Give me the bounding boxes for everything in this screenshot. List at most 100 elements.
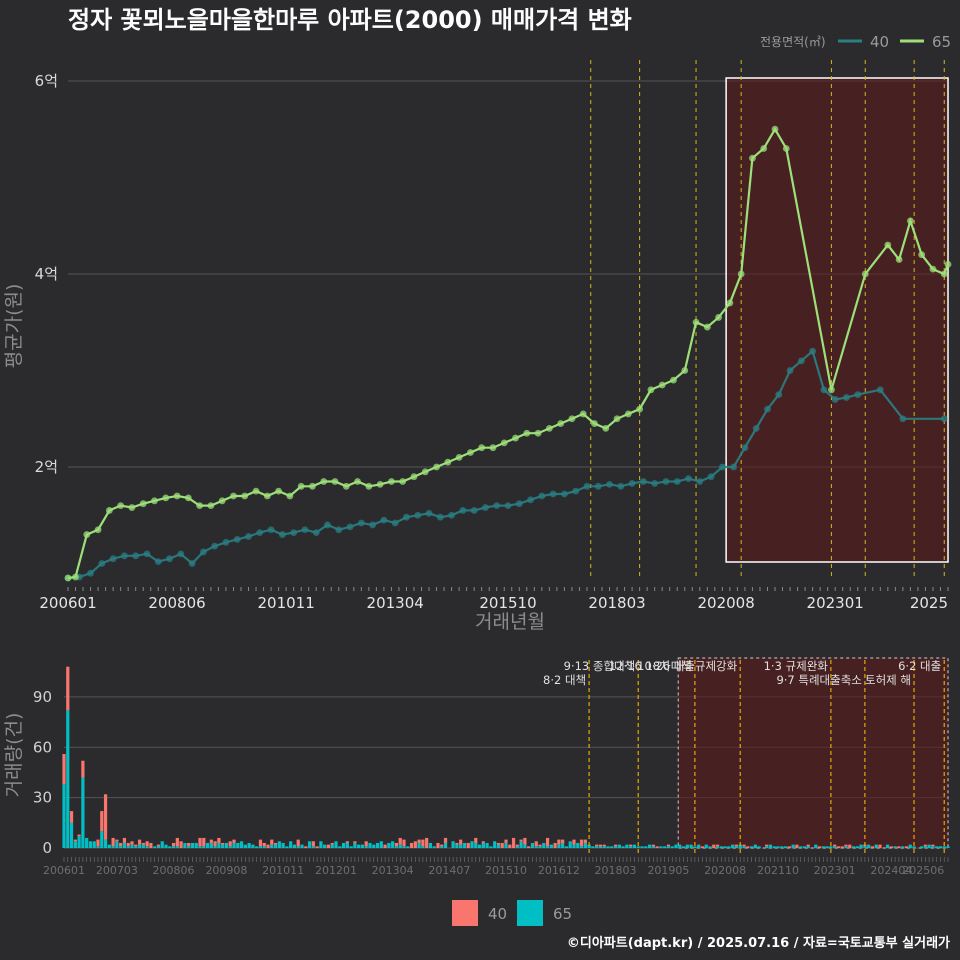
volume-bar-65 — [749, 846, 754, 848]
series-point-65 — [128, 504, 136, 511]
volume-bar-65 — [919, 846, 924, 848]
series-point-40 — [470, 507, 478, 514]
volume-bar-40 — [103, 794, 108, 840]
volume-x-tick: 200703 — [96, 864, 138, 877]
volume-bar-40 — [398, 837, 402, 845]
volume-bar-40 — [602, 844, 606, 847]
series-point-40 — [651, 480, 659, 487]
volume-bar-65 — [621, 846, 625, 848]
volume-bar-40 — [500, 842, 504, 848]
volume-bar-40 — [523, 837, 527, 845]
series-point-65 — [151, 497, 158, 505]
volume-bar-65 — [145, 846, 149, 848]
series-point-65 — [433, 463, 440, 471]
volume-bar-65 — [262, 846, 266, 848]
volume-bar-40 — [572, 839, 576, 845]
volume-bar-40 — [795, 844, 799, 848]
volume-bar-65 — [829, 846, 833, 848]
volume-bar-65 — [542, 842, 546, 848]
volume-y-ticks: 0 30 60 90 — [33, 688, 52, 857]
volume-bar-65 — [239, 841, 244, 848]
price-x-tick: 201304 — [367, 594, 424, 612]
volume-bar-40 — [931, 844, 935, 847]
volume-bar-40 — [81, 760, 85, 778]
volume-bar-65 — [885, 844, 890, 848]
volume-x-tick: 201011 — [262, 864, 304, 877]
volume-bar-40 — [115, 839, 119, 842]
volume-bar-65 — [806, 846, 810, 848]
volume-bar-65 — [538, 846, 542, 848]
volume-bar-65 — [398, 844, 402, 848]
series-point-40 — [775, 391, 783, 399]
policy-label: 8·2 대책 — [543, 673, 586, 687]
volume-bar-65 — [228, 846, 232, 848]
series-point-40 — [493, 502, 501, 510]
series-point-65 — [591, 420, 598, 427]
volume-bar-40 — [613, 844, 618, 847]
volume-bar-40 — [66, 666, 70, 711]
volume-bar-65 — [833, 846, 837, 848]
volume-bar-65 — [62, 784, 66, 848]
volume-bar-40 — [511, 837, 516, 848]
price-y-tick: 6억 — [35, 72, 58, 90]
volume-bar-40 — [598, 844, 603, 847]
series-point-40 — [369, 521, 377, 529]
volume-legend-swatch-40 — [452, 900, 478, 926]
volume-bar-40 — [897, 846, 901, 848]
volume-bar-65 — [85, 837, 89, 848]
volume-bar-40 — [217, 837, 221, 843]
volume-bar-40 — [353, 841, 357, 843]
volume-bar-65 — [258, 846, 263, 848]
volume-bar-40 — [848, 844, 852, 848]
policy-label: 12·16 18차대책 — [609, 659, 692, 673]
volume-bar-40 — [62, 754, 66, 785]
series-point-65 — [737, 270, 745, 278]
series-point-40 — [459, 507, 467, 514]
series-point-65 — [218, 497, 226, 505]
volume-bar-65 — [281, 842, 285, 848]
volume-bar-65 — [844, 846, 848, 848]
volume-bar-40 — [651, 844, 655, 847]
volume-bar-65 — [727, 846, 731, 848]
series-point-40 — [786, 367, 794, 374]
volume-bar-40 — [583, 839, 587, 843]
series-point-40 — [628, 480, 636, 487]
series-point-65 — [320, 478, 328, 485]
volume-bar-65 — [96, 846, 100, 848]
series-point-40 — [752, 425, 760, 432]
volume-bar-40 — [425, 837, 429, 848]
volume-bar-65 — [69, 822, 74, 848]
volume-bar-65 — [81, 777, 85, 848]
volume-bar-40 — [870, 846, 875, 848]
series-point-40 — [143, 550, 151, 558]
series-point-65 — [828, 386, 835, 394]
volume-bar-65 — [451, 841, 455, 848]
volume-bar-65 — [723, 846, 727, 848]
series-point-65 — [579, 410, 587, 418]
series-point-40 — [177, 550, 185, 558]
volume-bar-65 — [402, 846, 406, 848]
volume-bar-40 — [69, 811, 74, 823]
volume-bar-65 — [629, 846, 633, 848]
volume-bar-40 — [145, 841, 149, 847]
volume-bar-40 — [413, 841, 417, 848]
volume-bar-40 — [833, 844, 837, 847]
price-x-tick: 201803 — [588, 594, 645, 612]
volume-bar-40 — [515, 844, 519, 847]
volume-highlight-region — [677, 657, 949, 849]
series-point-65 — [275, 487, 282, 495]
volume-bar-65 — [224, 842, 229, 848]
series-point-40 — [256, 529, 264, 537]
series-point-65 — [692, 318, 700, 326]
series-point-65 — [207, 502, 215, 510]
volume-bar-65 — [334, 841, 338, 848]
series-point-65 — [670, 376, 677, 384]
volume-bar-65 — [901, 846, 905, 848]
series-point-40 — [312, 529, 320, 537]
volume-bar-65 — [851, 846, 856, 848]
chart-title: 정자 꽃뫼노을마을한마루 아파트(2000) 매매가격 변화 — [68, 6, 632, 34]
series-point-65 — [354, 478, 361, 485]
series-point-65 — [771, 125, 779, 133]
volume-bar-65 — [678, 844, 682, 848]
volume-bar-65 — [893, 846, 897, 848]
